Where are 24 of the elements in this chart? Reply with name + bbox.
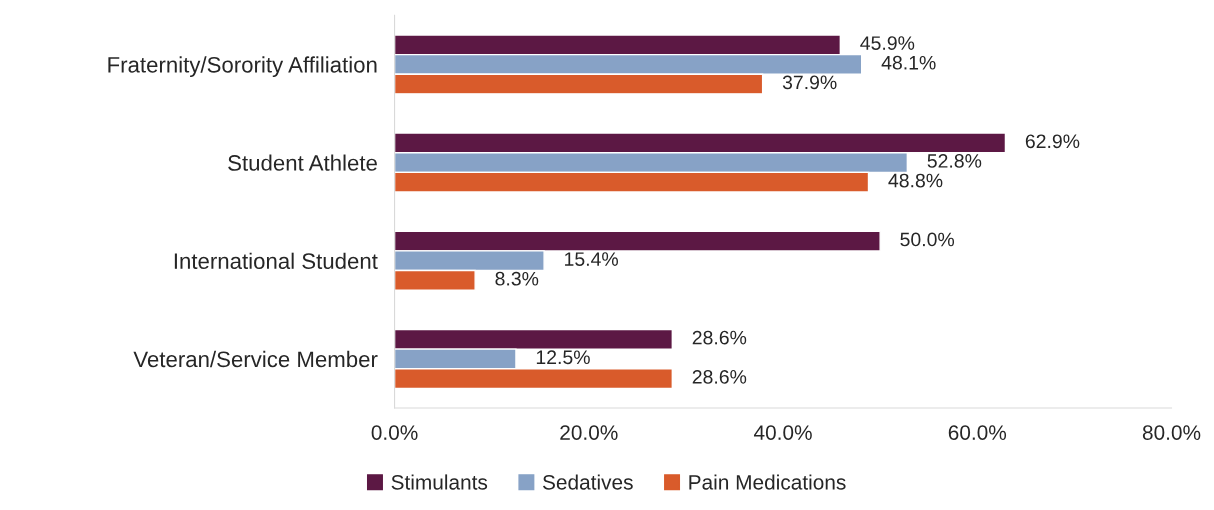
y-tick-label: Fraternity/Sorority Affiliation bbox=[108, 56, 377, 78]
data-label: 28.6% bbox=[692, 330, 747, 345]
x-tick-label: 0.0% bbox=[371, 425, 418, 440]
data-label: 15.4% bbox=[565, 252, 618, 266]
data-label: 8.3% bbox=[495, 271, 539, 286]
data-label: 52.8% bbox=[927, 154, 982, 168]
x-tick-label: 80.0% bbox=[1142, 425, 1201, 440]
x-tick-label: 20.0% bbox=[560, 425, 618, 440]
x-tick-label: 40.0% bbox=[753, 425, 812, 440]
legend-label: Sedatives bbox=[542, 474, 633, 490]
data-label: 37.9% bbox=[782, 75, 837, 90]
data-label: 48.8% bbox=[888, 173, 943, 188]
data-label: 28.6% bbox=[692, 370, 747, 384]
y-tick-label: International Student bbox=[174, 252, 378, 270]
data-label: 62.9% bbox=[1025, 134, 1080, 149]
x-tick-label: 60.0% bbox=[948, 425, 1007, 440]
y-tick-label: Veteran/Service Member bbox=[133, 350, 378, 368]
data-label: 48.1% bbox=[881, 55, 936, 70]
legend-label: Pain Medications bbox=[689, 474, 846, 490]
y-tick-label: Student Athlete bbox=[228, 154, 377, 171]
data-label: 50.0% bbox=[900, 232, 955, 247]
legend-label: Stimulants bbox=[391, 474, 488, 490]
data-label: 45.9% bbox=[860, 36, 915, 50]
data-label: 12.5% bbox=[536, 350, 590, 365]
